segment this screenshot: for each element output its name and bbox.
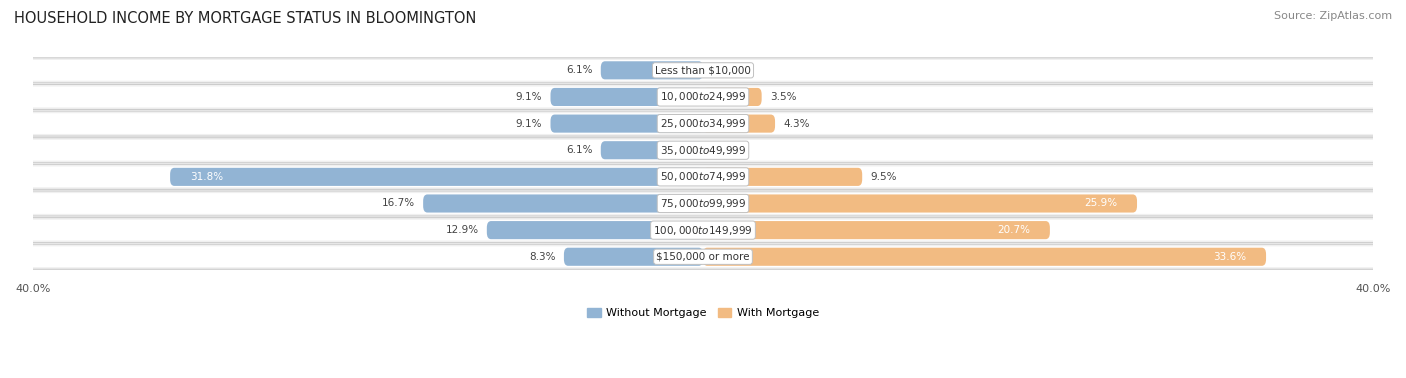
FancyBboxPatch shape <box>703 221 1050 239</box>
FancyBboxPatch shape <box>28 166 1378 187</box>
Text: 20.7%: 20.7% <box>997 225 1029 235</box>
FancyBboxPatch shape <box>28 193 1378 214</box>
FancyBboxPatch shape <box>28 60 1378 81</box>
FancyBboxPatch shape <box>24 138 1382 163</box>
Text: Less than $10,000: Less than $10,000 <box>655 65 751 75</box>
FancyBboxPatch shape <box>24 84 1382 110</box>
FancyBboxPatch shape <box>551 88 703 106</box>
Text: $10,000 to $24,999: $10,000 to $24,999 <box>659 90 747 104</box>
FancyBboxPatch shape <box>703 248 1265 266</box>
FancyBboxPatch shape <box>28 246 1378 267</box>
Text: 33.6%: 33.6% <box>1213 252 1246 262</box>
FancyBboxPatch shape <box>703 168 862 186</box>
Text: 9.5%: 9.5% <box>870 172 897 182</box>
Text: 16.7%: 16.7% <box>381 198 415 209</box>
Text: $75,000 to $99,999: $75,000 to $99,999 <box>659 197 747 210</box>
FancyBboxPatch shape <box>28 140 1378 161</box>
FancyBboxPatch shape <box>423 194 703 212</box>
Text: $150,000 or more: $150,000 or more <box>657 252 749 262</box>
FancyBboxPatch shape <box>24 58 1382 83</box>
Text: $100,000 to $149,999: $100,000 to $149,999 <box>654 224 752 237</box>
FancyBboxPatch shape <box>703 115 775 133</box>
Text: $25,000 to $34,999: $25,000 to $34,999 <box>659 117 747 130</box>
FancyBboxPatch shape <box>170 168 703 186</box>
FancyBboxPatch shape <box>24 218 1382 243</box>
Text: 8.3%: 8.3% <box>529 252 555 262</box>
Text: $50,000 to $74,999: $50,000 to $74,999 <box>659 170 747 183</box>
FancyBboxPatch shape <box>564 248 703 266</box>
Text: 12.9%: 12.9% <box>446 225 478 235</box>
Text: HOUSEHOLD INCOME BY MORTGAGE STATUS IN BLOOMINGTON: HOUSEHOLD INCOME BY MORTGAGE STATUS IN B… <box>14 11 477 26</box>
FancyBboxPatch shape <box>24 244 1382 269</box>
FancyBboxPatch shape <box>551 115 703 133</box>
FancyBboxPatch shape <box>600 61 703 79</box>
Text: 25.9%: 25.9% <box>1084 198 1116 209</box>
FancyBboxPatch shape <box>703 194 1137 212</box>
FancyBboxPatch shape <box>28 220 1378 240</box>
FancyBboxPatch shape <box>600 141 703 159</box>
FancyBboxPatch shape <box>24 164 1382 189</box>
Text: Source: ZipAtlas.com: Source: ZipAtlas.com <box>1274 11 1392 21</box>
Legend: Without Mortgage, With Mortgage: Without Mortgage, With Mortgage <box>582 304 824 323</box>
Text: 4.3%: 4.3% <box>783 119 810 129</box>
Text: 6.1%: 6.1% <box>565 65 592 75</box>
FancyBboxPatch shape <box>24 111 1382 136</box>
FancyBboxPatch shape <box>703 88 762 106</box>
Text: 31.8%: 31.8% <box>190 172 224 182</box>
Text: $35,000 to $49,999: $35,000 to $49,999 <box>659 144 747 157</box>
FancyBboxPatch shape <box>486 221 703 239</box>
FancyBboxPatch shape <box>24 191 1382 216</box>
Text: 9.1%: 9.1% <box>516 119 543 129</box>
Text: 6.1%: 6.1% <box>565 145 592 155</box>
Text: 3.5%: 3.5% <box>770 92 797 102</box>
FancyBboxPatch shape <box>28 87 1378 107</box>
FancyBboxPatch shape <box>28 113 1378 134</box>
Text: 9.1%: 9.1% <box>516 92 543 102</box>
